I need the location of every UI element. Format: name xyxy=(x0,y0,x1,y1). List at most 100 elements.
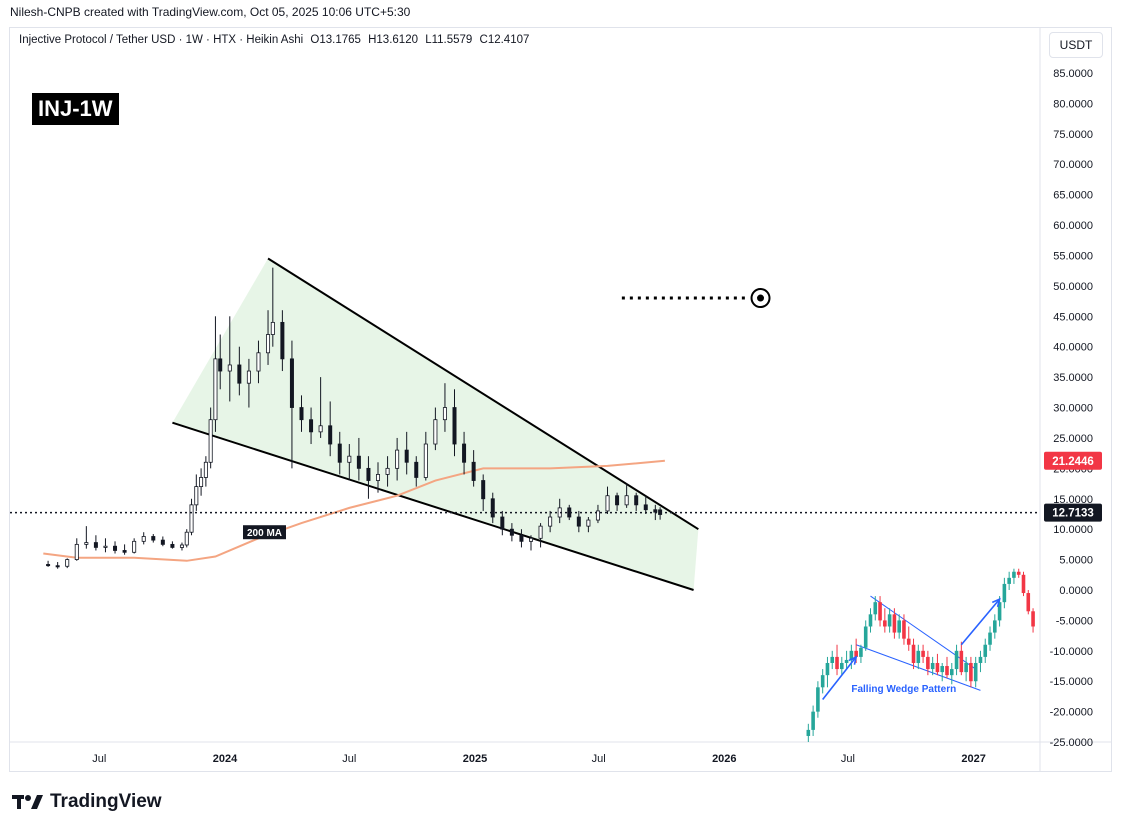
inset-candle-body xyxy=(935,662,940,673)
ticker-badge: INJ-1W xyxy=(32,93,119,125)
inset-candle-body xyxy=(811,711,815,730)
current-price-tag-box xyxy=(1044,503,1102,522)
inset-candle-body xyxy=(825,662,830,676)
y-tick-label: -15.0000 xyxy=(1050,676,1093,688)
candle-body xyxy=(376,474,381,481)
inset-arrow-breakout-2 xyxy=(960,598,1001,646)
candle-body xyxy=(318,425,323,433)
x-tick-label: 2027 xyxy=(961,753,985,765)
candle-body xyxy=(366,467,371,481)
candle-body xyxy=(605,495,610,512)
chart-credit: Nilesh-CNPB created with TradingView.com… xyxy=(10,5,411,19)
y-tick-label: 80.0000 xyxy=(1053,98,1093,110)
inset-candle-body xyxy=(1026,593,1031,612)
candle-body xyxy=(299,407,304,421)
candle-body xyxy=(93,542,98,548)
inset-candle-body xyxy=(1002,583,1007,603)
candle-body xyxy=(122,550,127,553)
candle-body xyxy=(615,495,620,506)
candle-body xyxy=(509,528,514,536)
candle-body xyxy=(189,504,194,533)
inset-candle-body xyxy=(816,687,820,712)
ma-value-tag: 21.2446 xyxy=(1044,451,1102,470)
symbol-description[interactable]: Injective Protocol / Tether USD · 1W · H… xyxy=(19,34,304,46)
candle-body xyxy=(74,543,79,560)
inset-candle-body xyxy=(840,662,844,670)
candle-body xyxy=(266,334,271,354)
candle-body xyxy=(442,407,447,421)
target-marker-dot xyxy=(757,294,765,302)
y-tick-label: 65.0000 xyxy=(1053,190,1093,202)
candle-body xyxy=(160,539,165,545)
candle-body xyxy=(529,537,534,542)
y-tick-label: 85.0000 xyxy=(1053,68,1093,80)
y-tick-label: 30.0000 xyxy=(1053,403,1093,415)
inset-candle-body xyxy=(911,644,916,663)
ohlc-close: C12.4107 xyxy=(479,34,530,46)
falling-wedge-inset: Falling Wedge Pattern xyxy=(806,568,1035,742)
candle-body xyxy=(395,449,400,469)
candle-body xyxy=(490,498,495,518)
candle-body xyxy=(586,519,591,527)
inset-candle-body xyxy=(964,662,968,673)
candle-body xyxy=(246,370,251,384)
y-tick-label: 25.0000 xyxy=(1053,433,1093,445)
candle-body xyxy=(179,544,184,548)
inset-candle-body xyxy=(854,650,858,657)
wedge-lower-trendline xyxy=(172,421,694,591)
currency-unit-button[interactable]: USDT xyxy=(1049,32,1103,58)
y-tick-label: 15.0000 xyxy=(1053,494,1093,506)
inset-candle-body xyxy=(1021,574,1026,594)
candle-body xyxy=(595,510,600,521)
candle-body xyxy=(538,525,543,539)
inset-candle-body xyxy=(940,666,945,673)
candle-body xyxy=(548,516,553,527)
candle-body xyxy=(199,477,204,488)
tradingview-logo-icon xyxy=(12,795,43,809)
y-tick-label: 70.0000 xyxy=(1053,159,1093,171)
inset-candle-body xyxy=(830,656,835,663)
inset-candle-body xyxy=(916,650,921,663)
candle-body xyxy=(280,321,285,360)
candle-body xyxy=(653,509,658,513)
y-tick-label: 55.0000 xyxy=(1053,250,1093,262)
candle-body xyxy=(337,443,342,463)
inset-candle-body xyxy=(897,620,901,633)
x-tick-label: 2024 xyxy=(213,753,238,765)
y-tick-label: -20.0000 xyxy=(1050,707,1093,719)
ma-200-tag: 200 MA xyxy=(243,525,286,540)
candle-body xyxy=(46,564,51,567)
candle-body xyxy=(356,455,361,469)
candle-body xyxy=(194,486,199,506)
y-tick-label: -5.0000 xyxy=(1056,615,1093,627)
inset-candle-body xyxy=(878,602,882,621)
inset-candle-body xyxy=(806,729,811,736)
candle-body xyxy=(270,321,275,335)
inset-candle-body xyxy=(921,650,925,657)
symbol-info-line: Injective Protocol / Tether USD · 1W · H… xyxy=(19,34,533,46)
x-tick-label: Jul xyxy=(92,753,106,765)
inset-candle-body xyxy=(849,650,854,660)
chart-frame xyxy=(9,27,1112,772)
current-price-tag-text: 12.7133 xyxy=(1052,508,1094,520)
inset-candle-body xyxy=(887,614,892,627)
inset-candle-body xyxy=(859,647,863,657)
inset-candle-body xyxy=(993,620,997,633)
inset-candle-body xyxy=(969,662,973,682)
y-tick-label: 0.0000 xyxy=(1059,585,1093,597)
candle-body xyxy=(519,534,524,542)
candle-body xyxy=(481,480,486,500)
tradingview-footer[interactable]: TradingView xyxy=(12,791,162,813)
x-tick-label: 2026 xyxy=(712,753,736,765)
inset-candle-body xyxy=(1016,571,1021,575)
inset-candle-body xyxy=(959,650,964,673)
inset-arrow-breakout-2-head xyxy=(991,597,1001,608)
inset-candle-body xyxy=(868,614,873,627)
candle-body xyxy=(213,358,218,421)
candle-body xyxy=(385,467,390,475)
candle-body xyxy=(55,565,60,568)
y-tick-label: 75.0000 xyxy=(1053,129,1093,141)
inset-candle-body xyxy=(835,656,839,670)
candle-body xyxy=(404,449,409,463)
